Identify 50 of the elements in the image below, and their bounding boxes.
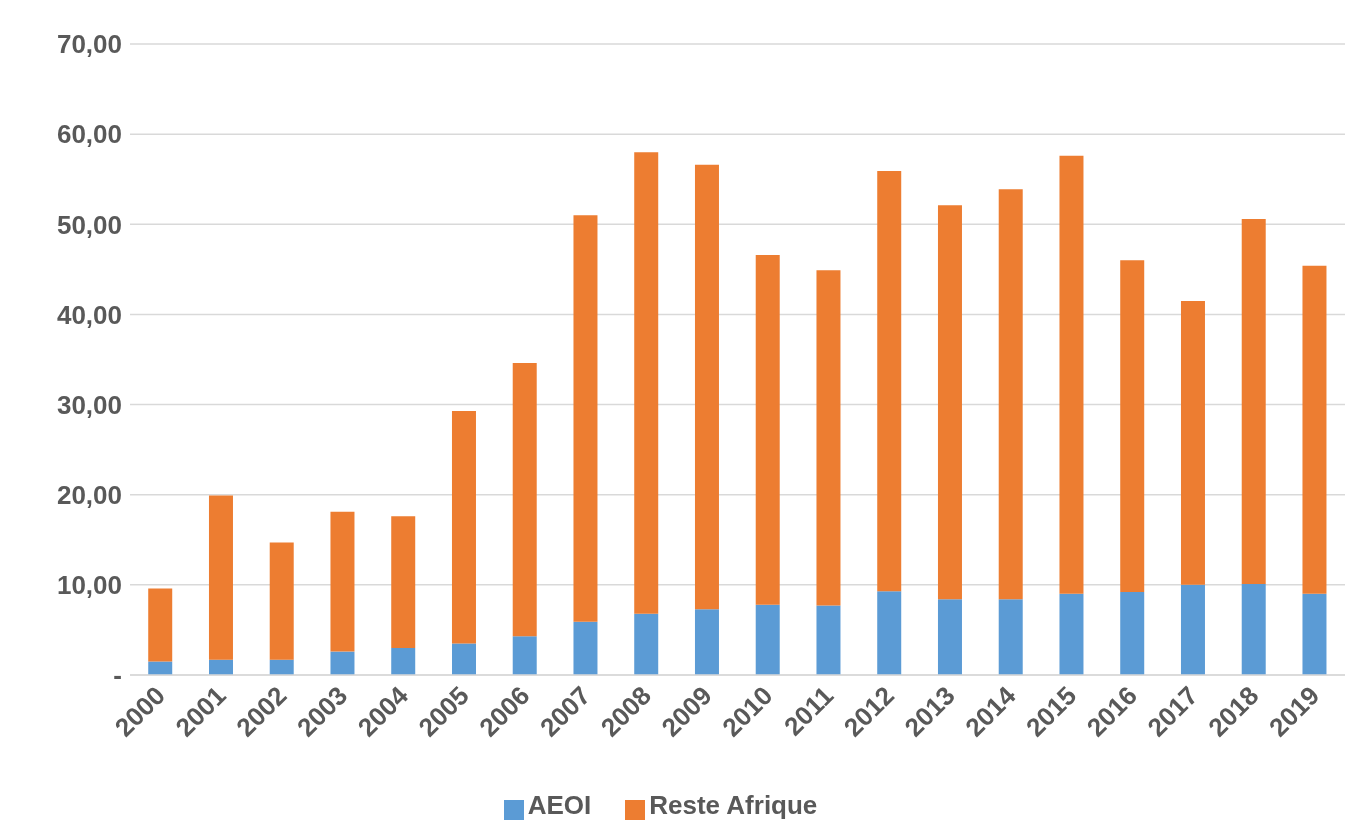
bar	[573, 215, 598, 622]
y-tick-label: 40,00	[56, 299, 122, 330]
bar	[573, 621, 598, 675]
bar	[1241, 218, 1266, 584]
bar	[269, 659, 294, 675]
y-tick-label: -	[113, 660, 122, 691]
bar	[634, 613, 659, 675]
bar	[208, 659, 233, 675]
bar	[755, 254, 780, 605]
bar	[634, 152, 659, 614]
bar	[451, 643, 476, 675]
bar	[877, 171, 902, 592]
bar	[391, 516, 416, 648]
legend-label: Reste Afrique	[649, 790, 818, 820]
bar	[1180, 584, 1205, 675]
bar	[877, 591, 902, 675]
bar	[451, 410, 476, 644]
bar	[1120, 260, 1145, 593]
y-tick-label: 70,00	[56, 29, 122, 60]
bar	[512, 636, 537, 675]
bar	[1302, 265, 1327, 594]
bar	[330, 651, 355, 675]
bar	[816, 270, 841, 606]
bar	[998, 599, 1023, 675]
y-tick-label: 50,00	[56, 209, 122, 240]
y-tick-label: 30,00	[56, 389, 122, 420]
bar	[694, 164, 719, 610]
bar	[148, 661, 173, 675]
bar	[937, 205, 962, 600]
bar	[269, 542, 294, 660]
bar	[755, 604, 780, 675]
bar	[998, 189, 1023, 600]
bar	[1059, 593, 1084, 675]
bar	[816, 605, 841, 675]
bar	[937, 599, 962, 675]
bar	[1302, 593, 1327, 675]
bar	[330, 511, 355, 652]
legend-label: AEOI	[527, 790, 592, 820]
y-tick-label: 10,00	[56, 570, 122, 601]
bar	[208, 495, 233, 660]
bar	[1180, 300, 1205, 585]
y-tick-label: 20,00	[56, 479, 122, 510]
bar	[1059, 155, 1084, 594]
bar	[1120, 592, 1145, 675]
bar	[148, 588, 173, 662]
bar	[1241, 583, 1266, 675]
bar	[512, 363, 537, 637]
bar	[391, 647, 416, 675]
y-tick-label: 60,00	[56, 119, 122, 150]
bar	[694, 609, 719, 675]
